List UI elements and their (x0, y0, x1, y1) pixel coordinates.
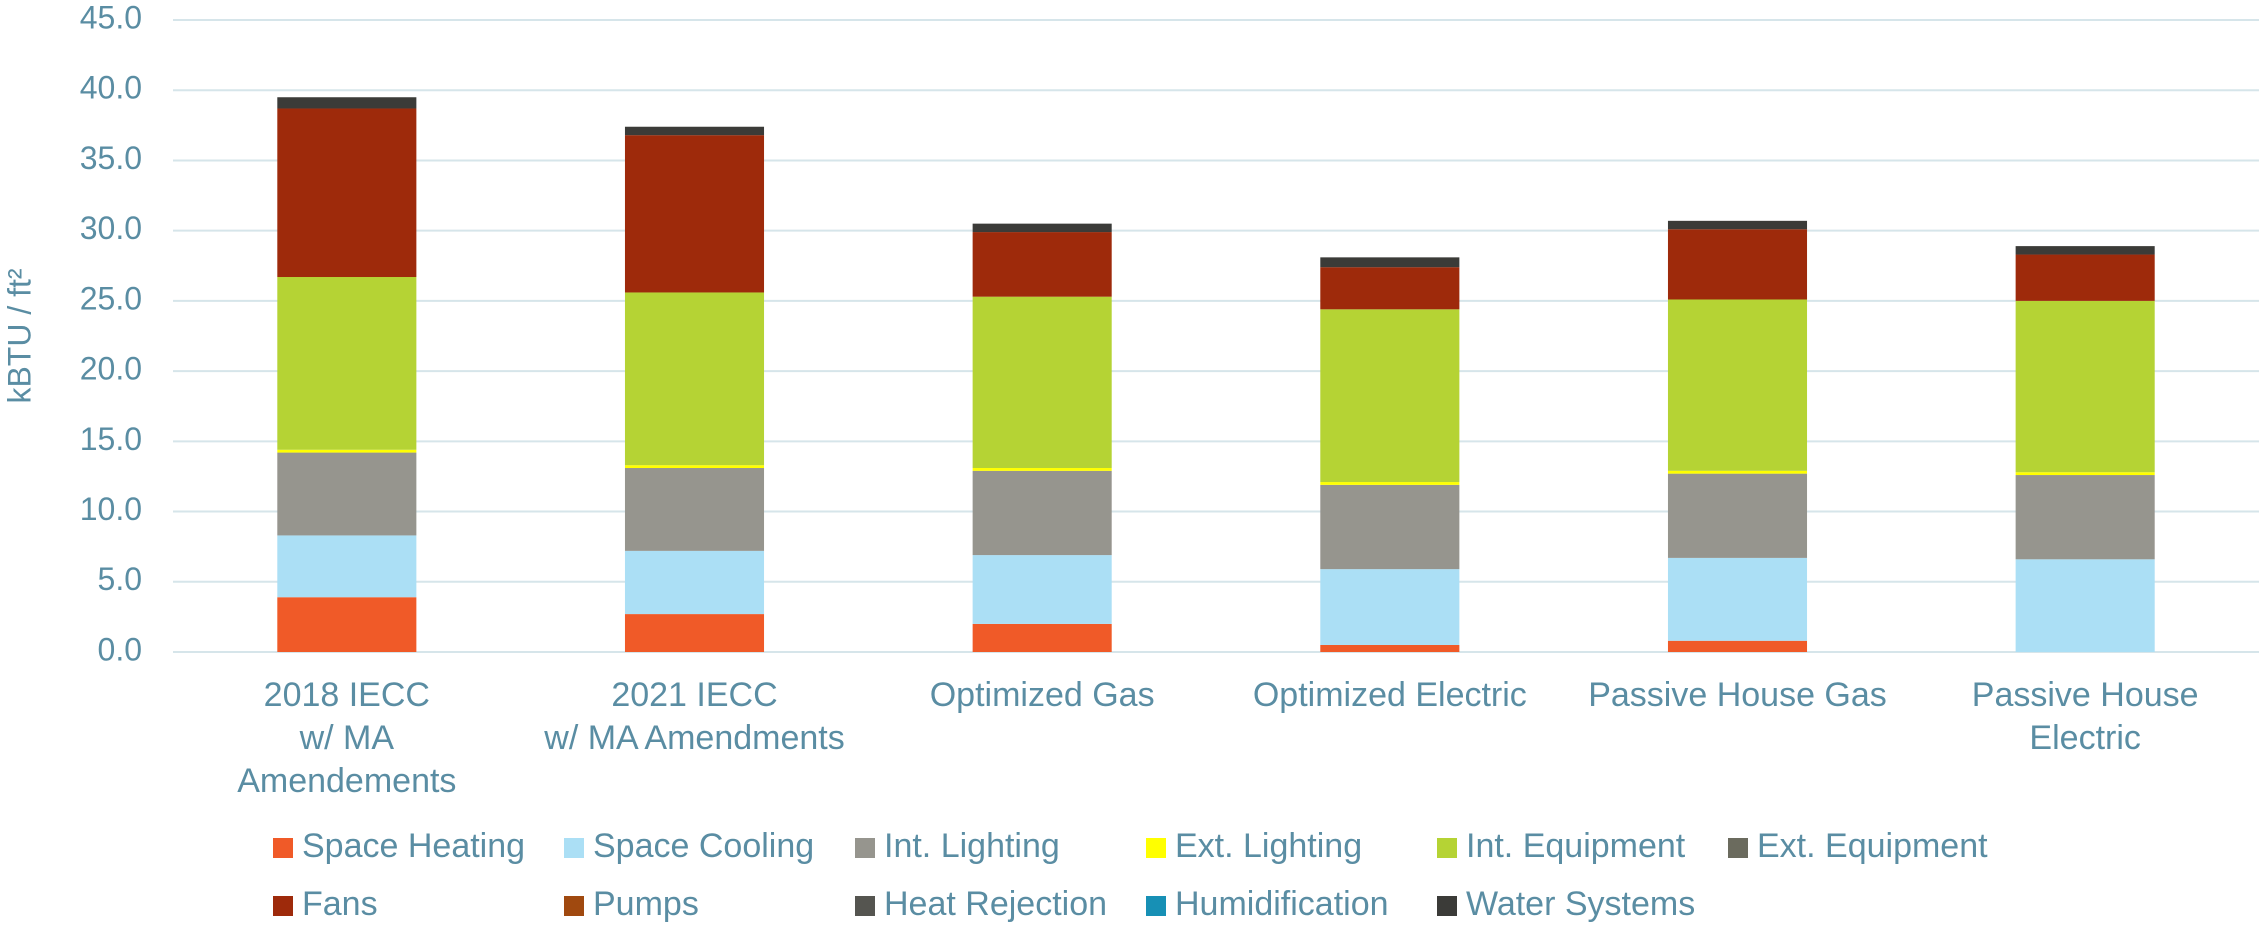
x-tick-label: Passive House Electric (1971, 676, 2199, 757)
bar-segment (972, 223, 1112, 233)
legend-label: Ext. Equipment (1757, 827, 1988, 865)
legend-swatch (1146, 896, 1166, 916)
bar-segment (2015, 475, 2155, 560)
bar-segment (277, 452, 417, 536)
bar-segment (972, 296, 1112, 469)
y-tick-label: 0.0 (98, 631, 142, 667)
bar-segment (624, 550, 765, 615)
legend-label: Heat Rejection (884, 885, 1107, 923)
bar-segment (624, 614, 765, 652)
bar-segment (624, 292, 765, 466)
bar-segment (1320, 569, 1460, 645)
legend-label: Space Cooling (593, 827, 814, 865)
bar-segment (972, 623, 1112, 652)
legend-swatch (1437, 838, 1457, 858)
legend-swatch (855, 896, 875, 916)
y-tick-label: 45.0 (80, 0, 142, 35)
bar-segment (2015, 559, 2155, 652)
y-tick-label: 10.0 (80, 491, 142, 527)
legend-swatch (273, 896, 293, 916)
bar-segment (972, 470, 1112, 556)
bar-segment (2015, 472, 2155, 476)
bar-segment (277, 535, 417, 598)
y-axis-label: kBTU / ft² (1, 268, 37, 403)
legend-swatch (564, 896, 584, 916)
bar-segment (1320, 257, 1460, 268)
bar-segment (1667, 470, 1808, 474)
bar-segment (972, 468, 1112, 471)
bar-segment (2015, 246, 2155, 255)
x-tick-label: Optimized Electric (1252, 676, 1527, 714)
x-tick-label: 2021 IECC w/ MA Amendments (544, 676, 845, 757)
x-tick-label: 2018 IECC w/ MA Amendements (237, 676, 457, 800)
legend-label: Humidification (1175, 885, 1389, 923)
legend-swatch (564, 838, 584, 858)
bar-segment (1667, 299, 1808, 471)
legend-label: Int. Equipment (1466, 827, 1686, 865)
bar-segment (277, 277, 417, 450)
bar-segment (624, 465, 765, 469)
bar-segment (1667, 220, 1808, 230)
legend-label: Space Heating (302, 827, 525, 865)
y-tick-label: 35.0 (80, 140, 142, 176)
y-tick-label: 15.0 (80, 421, 142, 457)
bar-segment (277, 108, 417, 278)
legend-label: Fans (302, 885, 378, 923)
bar-segment (277, 449, 417, 453)
bar-segment (1320, 644, 1460, 652)
x-tick-label: Passive House Gas (1588, 676, 1887, 714)
bar-segment (277, 97, 417, 109)
bar-segment (2015, 300, 2155, 473)
bar-segment (1667, 229, 1808, 300)
bar-segment (1320, 267, 1460, 310)
bar-segment (1320, 309, 1460, 483)
legend-swatch (1146, 838, 1166, 858)
bar-segment (2015, 254, 2155, 301)
legend-swatch (273, 838, 293, 858)
legend-swatch (1437, 896, 1457, 916)
bar-segment (1667, 557, 1808, 641)
legend-label: Int. Lighting (884, 827, 1060, 865)
bar-segment (1667, 473, 1808, 558)
bar-segment (624, 126, 765, 136)
bar-segment (1320, 484, 1460, 570)
y-tick-label: 40.0 (80, 70, 142, 106)
y-tick-label: 5.0 (98, 561, 142, 597)
bar-segment (1320, 482, 1460, 485)
bar-segment (624, 468, 765, 551)
legend-label: Pumps (593, 885, 699, 923)
legend-label: Water Systems (1466, 885, 1695, 923)
bar-segment (1667, 640, 1808, 652)
bar-segment (972, 555, 1112, 624)
y-tick-label: 20.0 (80, 351, 142, 387)
y-tick-label: 25.0 (80, 280, 142, 316)
legend-swatch (855, 838, 875, 858)
x-tick-label: Optimized Gas (929, 676, 1155, 714)
legend-label: Ext. Lighting (1175, 827, 1362, 865)
legend-swatch (1728, 838, 1748, 858)
bar-segment (972, 232, 1112, 297)
bar-segment (277, 597, 417, 652)
y-tick-label: 30.0 (80, 210, 142, 246)
bar-segment (624, 135, 765, 293)
